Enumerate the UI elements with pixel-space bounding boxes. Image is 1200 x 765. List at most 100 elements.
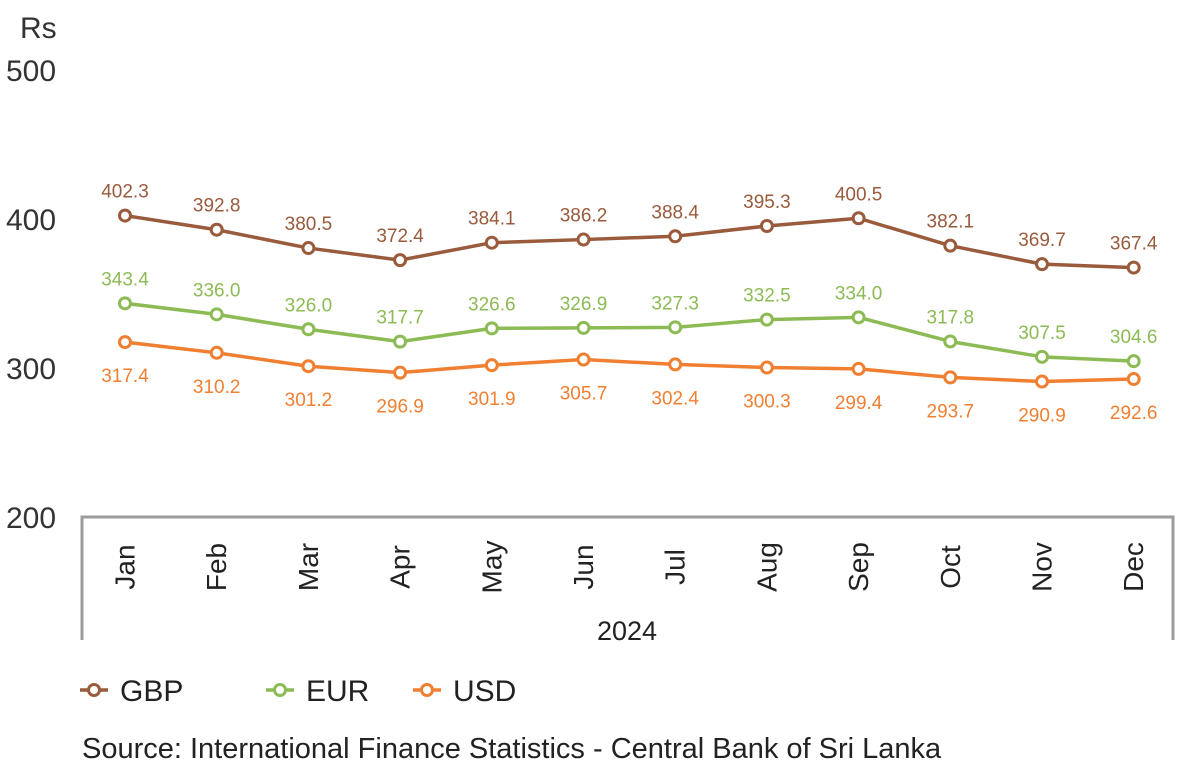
data-label: 386.2 xyxy=(560,206,608,227)
x-tick-label: Jan xyxy=(110,544,141,589)
data-label: 380.5 xyxy=(285,214,333,235)
y-tick-label: 400 xyxy=(6,204,56,237)
data-label: 304.6 xyxy=(1110,327,1158,348)
legend-item-usd: USD xyxy=(413,675,516,708)
series-usd: 317.4 310.2 301.2 296.9 301.9 305.7 302.4 300.3… xyxy=(101,335,1158,427)
data-label: 395.3 xyxy=(743,192,791,213)
x-axis: Jan Feb Mar Apr May Jun Jul Aug Sep Oct Nov Dec 2024 xyxy=(80,515,1175,646)
data-label: 326.9 xyxy=(560,294,608,315)
y-tick-label: 200 xyxy=(6,502,56,535)
data-point xyxy=(301,322,316,337)
data-label: 372.4 xyxy=(376,226,424,247)
legend-swatch-marker xyxy=(87,683,101,697)
data-point xyxy=(576,320,591,335)
data-label: 299.4 xyxy=(835,393,883,414)
x-tick-label: Jun xyxy=(568,544,599,589)
data-label: 301.2 xyxy=(285,390,333,411)
data-label: 400.5 xyxy=(835,184,883,205)
x-tick-label: Sep xyxy=(843,542,874,592)
data-point xyxy=(1035,257,1049,272)
data-label: 327.3 xyxy=(651,293,699,314)
data-point xyxy=(1126,372,1141,387)
x-tick-label: Feb xyxy=(201,543,232,591)
data-point xyxy=(943,370,958,385)
data-point xyxy=(759,312,774,327)
series-line xyxy=(124,301,1134,363)
data-label: 382.1 xyxy=(927,212,975,233)
data-label: 326.0 xyxy=(285,295,333,316)
data-label: 292.6 xyxy=(1110,403,1158,424)
x-tick-label: Nov xyxy=(1027,542,1058,592)
source-note: Source: International Finance Statistics… xyxy=(82,733,942,765)
legend-swatch-marker xyxy=(420,683,434,697)
data-point xyxy=(484,235,499,250)
x-group-label: 2024 xyxy=(597,616,657,646)
data-point xyxy=(851,211,866,226)
data-label: 388.4 xyxy=(651,202,699,223)
data-label: 296.9 xyxy=(376,397,424,418)
series-gbp: 402.3 392.8 380.5 372.4 384.1 386.2 388.4 395.3… xyxy=(101,182,1158,275)
legend: GBP EUR USD xyxy=(80,675,516,708)
series-eur: 343.4 336.0 326.0 317.7 326.6 326.9 327.3 332.5… xyxy=(101,269,1158,369)
legend-label: GBP xyxy=(120,675,183,708)
data-point xyxy=(118,296,132,311)
y-axis-unit: Rs xyxy=(20,12,57,45)
data-point xyxy=(668,229,683,244)
data-label: 392.8 xyxy=(193,196,241,217)
data-point xyxy=(943,334,958,349)
data-point xyxy=(484,358,499,373)
data-point xyxy=(209,307,224,322)
data-point xyxy=(576,352,591,367)
data-point xyxy=(1126,354,1141,369)
x-tick-label: Oct xyxy=(935,545,966,589)
data-label: 300.3 xyxy=(743,392,791,413)
x-tick-label: Apr xyxy=(385,545,416,589)
data-point xyxy=(209,222,224,237)
data-point xyxy=(1035,374,1049,389)
data-point xyxy=(301,241,316,256)
y-tick-label: 500 xyxy=(6,55,56,88)
x-tick-label: Aug xyxy=(751,542,782,592)
data-label: 307.5 xyxy=(1018,323,1066,344)
data-point xyxy=(851,310,866,325)
x-tick-label: Dec xyxy=(1118,542,1149,592)
data-label: 317.8 xyxy=(927,307,975,328)
data-label: 334.0 xyxy=(835,283,883,304)
data-label: 369.7 xyxy=(1018,230,1066,251)
legend-item-eur: EUR xyxy=(266,675,369,708)
data-point xyxy=(576,232,591,247)
data-point xyxy=(484,321,499,336)
series-line xyxy=(124,340,1134,384)
data-point xyxy=(393,334,408,349)
x-tick-label: Jul xyxy=(660,549,691,585)
data-label: 384.1 xyxy=(468,209,516,230)
legend-item-gbp: GBP xyxy=(80,675,183,708)
data-point xyxy=(668,320,683,335)
data-label: 343.4 xyxy=(101,269,149,290)
series-line xyxy=(124,213,1134,270)
y-axis-ticks: 500 400 300 200 xyxy=(6,55,56,535)
data-point xyxy=(759,360,774,375)
data-label: 367.4 xyxy=(1110,234,1158,255)
data-label: 301.9 xyxy=(468,389,516,410)
data-point xyxy=(668,357,683,372)
data-point xyxy=(1126,260,1141,275)
data-label: 317.4 xyxy=(101,366,149,387)
data-point xyxy=(1035,349,1049,364)
data-label: 305.7 xyxy=(560,384,608,405)
data-point xyxy=(118,208,132,223)
data-label: 326.6 xyxy=(468,294,516,315)
data-label: 336.0 xyxy=(193,280,241,301)
data-label: 290.9 xyxy=(1018,406,1066,427)
data-point xyxy=(759,219,774,234)
data-label: 302.4 xyxy=(651,388,699,409)
y-tick-label: 300 xyxy=(6,353,56,386)
data-point xyxy=(118,335,132,350)
legend-label: EUR xyxy=(306,675,369,708)
series-lines: 402.3 392.8 380.5 372.4 384.1 386.2 388.4 395.3… xyxy=(101,182,1158,427)
data-label: 293.7 xyxy=(927,401,975,422)
data-label: 402.3 xyxy=(101,182,149,203)
x-axis-frame xyxy=(80,515,1175,640)
data-label: 332.5 xyxy=(743,286,791,307)
